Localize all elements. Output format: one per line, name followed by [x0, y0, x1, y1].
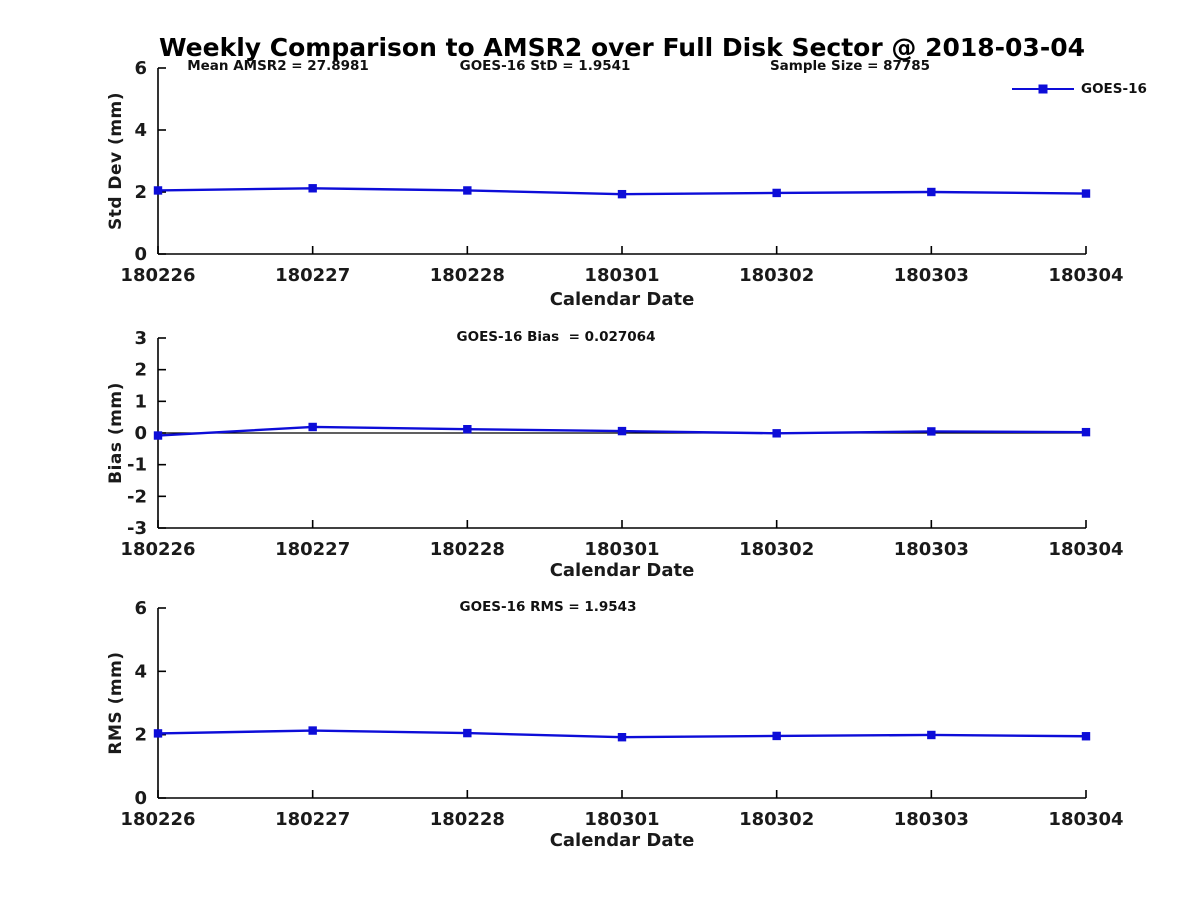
svg-text:-2: -2 [127, 486, 147, 507]
rms-x-axis-label: Calendar Date [549, 830, 695, 851]
bias-y-axis-label: Bias (mm) [106, 382, 126, 484]
sample-size-annotation: Sample Size = 87785 [769, 58, 931, 74]
svg-text:2: 2 [134, 360, 147, 381]
svg-text:180227: 180227 [275, 539, 350, 560]
svg-text:2: 2 [134, 725, 147, 746]
svg-text:0: 0 [134, 244, 147, 265]
svg-text:180226: 180226 [120, 265, 195, 286]
svg-text:180302: 180302 [739, 809, 814, 830]
svg-text:180302: 180302 [739, 265, 814, 286]
svg-text:180304: 180304 [1048, 809, 1123, 830]
goes16-rms-annotation: GOES-16 RMS = 1.9543 [459, 599, 637, 615]
legend-square-marker-icon [1038, 84, 1048, 94]
svg-text:180303: 180303 [894, 265, 969, 286]
bias-x-axis-label: Calendar Date [549, 560, 695, 581]
svg-text:-1: -1 [127, 455, 147, 476]
svg-text:180303: 180303 [894, 539, 969, 560]
svg-text:180228: 180228 [430, 539, 505, 560]
svg-text:180228: 180228 [430, 265, 505, 286]
svg-text:180301: 180301 [584, 539, 659, 560]
stddev-x-axis-label: Calendar Date [549, 289, 695, 310]
mean-amsr2-annotation: Mean AMSR2 = 27.8981 [187, 58, 369, 74]
svg-text:180304: 180304 [1048, 265, 1123, 286]
svg-text:-3: -3 [127, 518, 147, 539]
legend-line-sample [1012, 84, 1074, 94]
svg-text:180227: 180227 [275, 809, 350, 830]
svg-text:4: 4 [134, 120, 147, 141]
svg-text:2: 2 [134, 182, 147, 203]
svg-text:180304: 180304 [1048, 539, 1123, 560]
stddev-y-axis-label: Std Dev (mm) [106, 91, 126, 231]
svg-text:180227: 180227 [275, 265, 350, 286]
rms-plot-canvas: 0 2 4 6 180226 180227 180228 180301 180302 180303… [120, 598, 1123, 830]
figure-title: Weekly Comparison to AMSR2 over Full Dis… [158, 33, 1085, 62]
goes16-bias-annotation: GOES-16 Bias = 0.027064 [456, 329, 656, 345]
svg-text:0: 0 [134, 788, 147, 809]
svg-text:180301: 180301 [584, 265, 659, 286]
svg-text:180301: 180301 [584, 809, 659, 830]
svg-text:6: 6 [134, 58, 147, 79]
legend-series-label: GOES-16 [1081, 81, 1147, 97]
rms-y-axis-label: RMS (mm) [106, 651, 126, 755]
goes16-std-annotation: GOES-16 StD = 1.9541 [459, 58, 631, 74]
svg-text:180226: 180226 [120, 539, 195, 560]
bias-plot-canvas: -3 -2 -1 0 1 2 3 180226 180227 180228 180301 180302… [120, 328, 1123, 560]
svg-text:6: 6 [134, 598, 147, 619]
svg-text:1: 1 [134, 391, 147, 412]
legend: GOES-16 [1012, 81, 1147, 97]
svg-text:180228: 180228 [430, 809, 505, 830]
svg-text:4: 4 [134, 661, 147, 682]
svg-text:3: 3 [134, 328, 147, 349]
svg-text:0: 0 [134, 423, 147, 444]
svg-text:180303: 180303 [894, 809, 969, 830]
stddev-plot-canvas: 0 2 4 6 180226 180227 180228 180301 180302 180303… [120, 58, 1123, 286]
svg-text:180226: 180226 [120, 809, 195, 830]
svg-text:180302: 180302 [739, 539, 814, 560]
